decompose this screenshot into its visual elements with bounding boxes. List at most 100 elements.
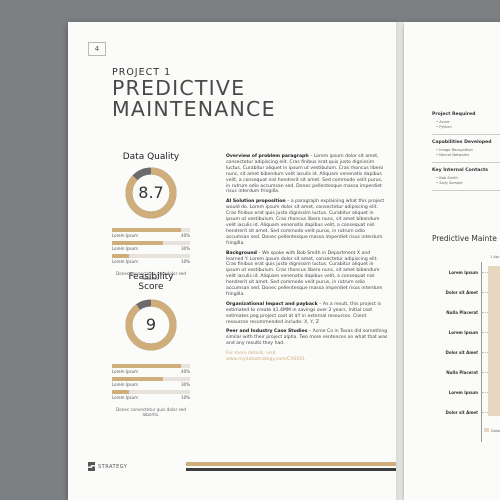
bar-row: Lorem Ipsum 10% [112, 254, 190, 264]
donut-fill [125, 299, 177, 351]
bar-row: Lorem Ipsum 30% [112, 241, 190, 251]
data-quality-heading: Data Quality [122, 152, 180, 162]
paragraph: Overview of problem paragraph – Lorem ip… [226, 154, 388, 195]
feasibility-score: 9 [145, 315, 157, 334]
paragraph-heading: Background [226, 250, 257, 256]
paragraph-text: – a paragraph explaining what this proje… [226, 199, 385, 246]
bar-label: Lorem Ipsum [112, 246, 139, 251]
bar-percent: 30% [181, 246, 190, 251]
paragraph-text: – We spoke with Bob Smith in Department … [226, 250, 383, 297]
bar-fill [112, 241, 164, 245]
title-line-1: PREDICTIVE [112, 76, 246, 100]
spine [396, 22, 406, 500]
paragraph: Peer and Industry Case Studies – Acme Co… [226, 329, 388, 347]
paragraph-text: – Lorem ipsum dolor sit amet, consectetu… [226, 154, 384, 195]
bar-track [112, 390, 190, 394]
legend-label: Dolor S [491, 429, 500, 433]
paragraph-heading: AI Solution proposition [226, 199, 286, 205]
title-line-2: MAINTENANCE [112, 97, 276, 121]
info-heading: Project Required [432, 112, 476, 117]
project-label: PROJECT 1 [112, 67, 172, 78]
tick-label: Nulla Placerat [446, 370, 478, 375]
bar-row: Lorem Ipsum 40% [112, 228, 190, 238]
info-item: • Image Recognition [436, 148, 473, 152]
body-text: Overview of problem paragraph – Lorem ip… [226, 154, 388, 367]
paragraph: Background – We spoke with Bob Smith in … [226, 251, 388, 298]
tick-label: Dolor sit Amet [445, 410, 479, 415]
more-details-link[interactable]: www.mydatastrategy.com/CASE01 [226, 357, 306, 363]
data-quality-score: 8.7 [138, 183, 164, 202]
paragraph-text: – Acme Co in Texas did something similar… [226, 329, 388, 347]
data-quality-donut: 8.7 [124, 166, 178, 220]
bar-percent: 40% [181, 233, 190, 238]
info-item: • Python [436, 125, 452, 129]
paragraph: Organizational Impact and payback – As a… [226, 302, 388, 326]
tick-label: Lorem Ipsum [448, 330, 478, 335]
right-page: Project Required • Azure • Python Capabilit… [404, 22, 500, 500]
chart-title: Predictive Mainte [432, 234, 497, 243]
bar-fill [112, 228, 181, 232]
info-item: • Neural Networks [436, 153, 470, 157]
info-divider [432, 190, 500, 191]
info-item: • Bob Smith [436, 176, 458, 180]
paragraph-heading: Overview of problem paragraph [226, 154, 309, 159]
info-item: • Azure [436, 120, 450, 124]
data-quality-note: Donec consectetur quis dolor sed loborti… [115, 271, 187, 281]
feasibility-panel: Feasibility Score 9 Lorem Ipsum 40% Lorem … [96, 272, 206, 417]
info-heading: Key Internal Contacts [432, 168, 489, 173]
bar-label: Lorem Ipsum [112, 259, 139, 264]
tick-label: Nulla Placerat [446, 310, 478, 315]
legend-swatch [484, 428, 489, 432]
chart-bar [488, 266, 500, 416]
feasibility-heading: Feasibility Score [96, 272, 206, 292]
logo: STRATEGY [88, 462, 127, 471]
feasibility-heading-line-1: Feasibility [128, 272, 174, 282]
bar-chart: Lorem Ipsum Dolor sit Amet Nulla Placerat L… [404, 262, 500, 442]
chart-top-label: 1 Apr [490, 255, 500, 259]
chart-axis [481, 262, 482, 442]
info-heading: Capabilities Developed [432, 140, 492, 145]
bar-percent: 10% [181, 395, 190, 400]
paragraph-text: – As a result, this project is estimated… [226, 301, 382, 325]
bar-percent: 40% [181, 369, 190, 374]
more-details: For more details, visit www.mydatastrateg… [226, 351, 388, 363]
bar-fill [112, 390, 130, 394]
page-number: 4 [88, 42, 106, 56]
tick-label: Lorem Ipsum [448, 270, 478, 275]
bar-row: Lorem Ipsum 30% [112, 377, 190, 387]
bar-track [112, 254, 190, 258]
bar-fill [112, 364, 181, 368]
more-details-label: For more details, visit [226, 351, 276, 357]
logo-text: STRATEGY [98, 464, 128, 470]
bar-label: Lorem Ipsum [112, 233, 139, 238]
data-quality-panel: Data Quality 8.7 Lorem Ipsum 40% Lorem Ips… [96, 152, 206, 281]
feasibility-bars: Lorem Ipsum 40% Lorem Ipsum 30% Lorem Ipsum 1… [112, 364, 190, 404]
footer-bars [186, 462, 398, 473]
bar-percent: 10% [181, 259, 190, 264]
donut-fill [125, 167, 177, 219]
left-page: 4 PROJECT 1 PREDICTIVE MAINTENANCE Data … [68, 22, 398, 500]
logo-icon [88, 462, 95, 471]
bar-label: Lorem Ipsum [112, 395, 139, 400]
paragraph-heading: Organizational Impact and payback [226, 301, 318, 307]
bar-fill [112, 377, 164, 381]
data-quality-bars: Lorem Ipsum 40% Lorem Ipsum 30% Lorem Ipsum 1… [112, 228, 190, 268]
footer-bar-accent [186, 462, 398, 466]
paragraph-heading: Peer and Industry Case Studies [226, 329, 308, 335]
info-divider [432, 162, 500, 163]
info-item: • Sally Sample [436, 181, 463, 185]
chart-legend: Dolor S [484, 428, 500, 433]
feasibility-heading-line-2: Score [138, 282, 164, 292]
tick-label: Dolor sit Amet [445, 350, 479, 355]
footer-bar-dark [186, 468, 398, 471]
info-divider [432, 134, 500, 135]
bar-row: Lorem Ipsum 40% [112, 364, 190, 374]
feasibility-donut: 9 [124, 298, 178, 352]
bar-label: Lorem Ipsum [112, 369, 139, 374]
bar-label: Lorem Ipsum [112, 382, 139, 387]
feasibility-note: Donec consectetur quis dolor sed loborti… [115, 407, 187, 417]
bar-fill [112, 254, 130, 258]
paragraph: AI Solution proposition – a paragraph ex… [226, 199, 388, 246]
page-title: PREDICTIVE MAINTENANCE [112, 78, 276, 120]
tick-label: Lorem Ipsum [448, 390, 478, 395]
